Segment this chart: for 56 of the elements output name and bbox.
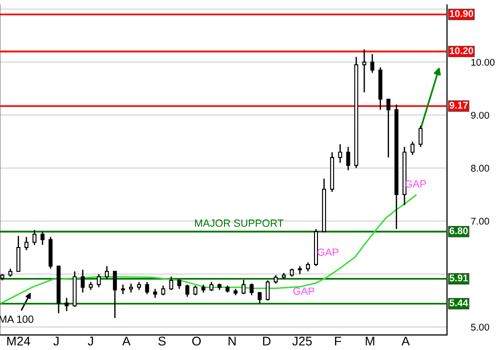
- candlestick: [32, 229, 36, 246]
- annotation: MAJOR SUPPORT: [195, 219, 284, 227]
- candlestick: [96, 273, 101, 288]
- line-series: [0, 194, 417, 304]
- candlestick: [145, 281, 150, 295]
- candlestick: [129, 282, 133, 294]
- candlestick: [169, 276, 174, 291]
- candlestick: [104, 265, 109, 280]
- ref-line-label: 10.20: [450, 47, 474, 54]
- candlestick: [16, 235, 20, 272]
- candlestick: [112, 270, 117, 319]
- candlestick: [161, 285, 166, 296]
- candlestick: [242, 279, 246, 295]
- x-tick-label: F: [335, 336, 342, 346]
- ref-line-label: 9.17: [450, 102, 468, 109]
- x-tick-label: N: [228, 336, 236, 346]
- x-tick-label: A: [401, 336, 410, 346]
- candlestick: [185, 284, 190, 298]
- candlestick: [250, 282, 254, 296]
- candlestick: [80, 269, 85, 294]
- candlestick: [153, 288, 158, 298]
- x-tick-label: D: [263, 336, 271, 346]
- candlestick: [24, 236, 28, 251]
- candlestick: [120, 284, 125, 295]
- ref-line-label: 5.91: [450, 274, 468, 282]
- candlestick: [193, 285, 198, 296]
- candlestick: [40, 231, 44, 246]
- x-tick-label: A: [122, 336, 131, 346]
- y-tick-label: 8.00: [471, 164, 490, 172]
- x-tick-label: J: [53, 336, 59, 346]
- x-tick-label: J: [88, 336, 93, 346]
- candlestick: [306, 262, 310, 272]
- x-tick-label: O: [192, 336, 201, 346]
- x-tick-label: S: [158, 336, 166, 346]
- x-tick-label: M: [366, 336, 374, 346]
- ref-line-label: 5.44: [450, 300, 468, 306]
- y-tick-label: 9.00: [471, 112, 490, 119]
- candlestick: [410, 140, 415, 156]
- candlestick: [362, 48, 366, 93]
- x-tick-label: M24: [7, 336, 30, 346]
- annotation: GAP: [293, 287, 314, 295]
- candlestick: [418, 125, 423, 148]
- candlestick: [370, 54, 374, 74]
- candlestick: [64, 297, 69, 312]
- candlestick: [346, 146, 350, 171]
- candlestick: [209, 281, 214, 292]
- candlestick: [338, 144, 342, 164]
- x-tick-label: J25: [292, 336, 312, 346]
- candlestick: [266, 280, 270, 302]
- candlestick: [386, 98, 390, 158]
- ref-line-label: 10.90: [450, 10, 474, 18]
- ref-line-label: 6.80: [450, 227, 468, 234]
- y-tick-label: 5.00: [471, 324, 490, 331]
- y-tick-label: 10.00: [471, 58, 495, 66]
- y-tick-label: 7.00: [471, 218, 490, 225]
- candlestick: [258, 291, 262, 304]
